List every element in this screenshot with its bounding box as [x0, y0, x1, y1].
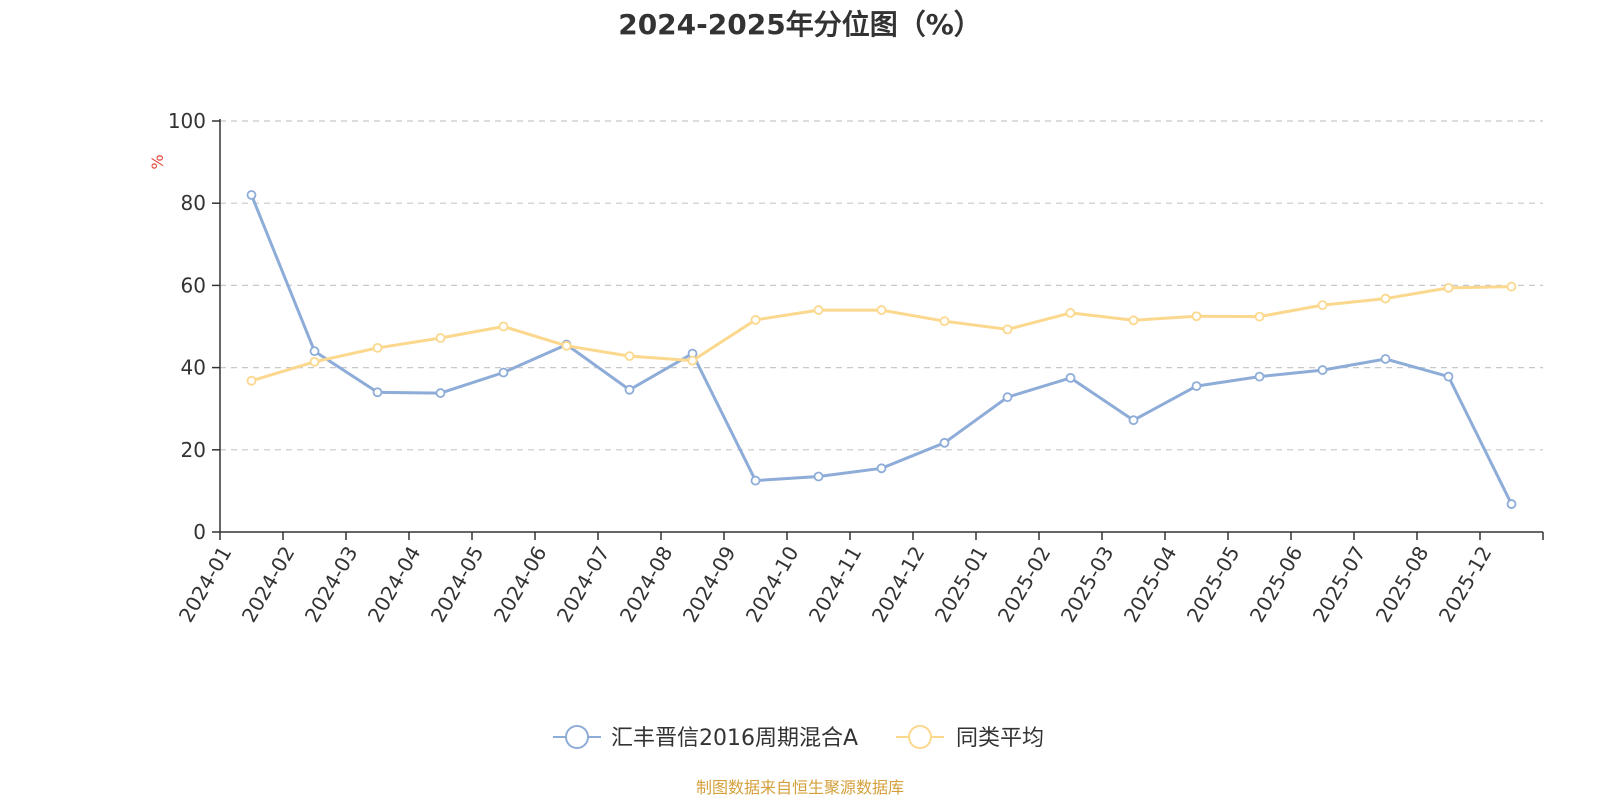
x-tick-label: 2024-01: [174, 542, 237, 626]
legend[interactable]: 汇丰晋信2016周期混合A 同类平均: [553, 725, 1044, 751]
y-tick-label: 60: [181, 273, 206, 297]
data-point: [372, 387, 383, 398]
x-tick-label: 2025-03: [1056, 542, 1119, 626]
x-tick-label: 2025-06: [1245, 542, 1308, 626]
data-point: [309, 346, 320, 357]
data-point: [813, 471, 824, 482]
y-tick-label: 100: [168, 109, 206, 133]
data-point: [246, 375, 257, 386]
legend-label: 同类平均: [956, 726, 1044, 751]
x-tick-label: 2025-04: [1119, 542, 1182, 626]
data-point: [1254, 311, 1265, 322]
data-point: [1443, 282, 1454, 293]
grid-lines: [220, 120, 1543, 451]
data-point: [939, 316, 950, 327]
y-tick-label: 0: [193, 520, 206, 544]
data-point: [624, 384, 635, 395]
data-point: [1191, 311, 1202, 322]
legend-marker: [908, 725, 932, 749]
data-point: [876, 305, 887, 315]
data-point: [1443, 371, 1454, 382]
data-point: [624, 351, 635, 361]
data-point: [1380, 354, 1391, 364]
y-tick-label: 40: [181, 356, 206, 380]
legend-marker: [565, 725, 589, 749]
x-tick-label: 2024-07: [552, 542, 615, 626]
source-note: 制图数据来自恒生聚源数据库: [696, 778, 904, 797]
data-point: [498, 367, 509, 378]
x-tick-label: 2024-02: [237, 542, 300, 626]
series-group: [246, 281, 1517, 386]
data-point: [750, 315, 761, 325]
data-point: [1128, 415, 1139, 426]
x-tick-label: 2024-12: [867, 542, 930, 626]
data-point: [750, 475, 761, 486]
x-tick-label: 2024-10: [741, 542, 804, 626]
x-tick-label: 2024-06: [489, 542, 552, 626]
data-point: [309, 356, 320, 367]
x-tick-label: 2024-05: [426, 542, 489, 626]
x-tick-label: 2025-08: [1371, 542, 1434, 626]
series-group: [246, 190, 1517, 509]
series-line: [250, 194, 1513, 505]
legend-label: 汇丰晋信2016周期混合A: [611, 726, 858, 751]
data-point: [1065, 308, 1076, 318]
y-tick-label: 20: [181, 438, 206, 462]
data-point: [498, 321, 509, 332]
x-tick-label: 2025-02: [993, 542, 1056, 626]
legend-item[interactable]: 同类平均: [896, 725, 1044, 751]
x-tick-label: 2025-07: [1308, 542, 1371, 626]
data-point: [435, 333, 446, 343]
data-point: [813, 305, 824, 315]
data-point: [876, 463, 887, 474]
y-tick-label: 80: [181, 191, 206, 215]
data-point: [939, 437, 950, 448]
data-point: [1065, 372, 1076, 383]
data-point: [1128, 315, 1139, 326]
series-lines: [246, 190, 1517, 509]
x-tick-label: 2024-09: [678, 542, 741, 626]
data-point: [1506, 499, 1517, 509]
y-axis-label: %: [148, 154, 167, 169]
data-point: [1254, 371, 1265, 382]
x-tick-label: 2025-12: [1434, 542, 1497, 626]
data-point: [1002, 392, 1013, 403]
legend-item[interactable]: 汇丰晋信2016周期混合A: [553, 725, 858, 751]
data-point: [372, 342, 383, 353]
x-tick-label: 2024-03: [300, 542, 363, 626]
data-point: [1380, 293, 1391, 304]
data-point: [1506, 281, 1517, 292]
data-point: [246, 190, 257, 200]
data-point: [1317, 365, 1328, 375]
data-point: [1002, 324, 1013, 335]
x-tick-label: 2024-04: [363, 542, 426, 626]
data-point: [561, 340, 572, 351]
data-point: [687, 355, 698, 366]
x-tick-label: 2024-11: [804, 542, 867, 626]
x-tick-label: 2025-01: [930, 542, 993, 626]
x-tick-label: 2025-05: [1182, 542, 1245, 626]
data-point: [435, 388, 446, 398]
data-point: [1317, 300, 1328, 311]
data-point: [1191, 381, 1202, 391]
chart-title: 2024-2025年分位图（%）: [618, 8, 982, 41]
x-tick-label: 2024-08: [615, 542, 678, 626]
